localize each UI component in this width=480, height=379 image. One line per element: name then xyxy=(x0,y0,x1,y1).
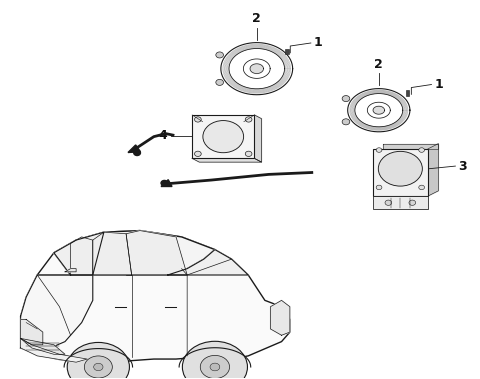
Polygon shape xyxy=(21,275,93,351)
Bar xyxy=(285,49,289,54)
Circle shape xyxy=(376,185,382,190)
Circle shape xyxy=(203,121,244,153)
Circle shape xyxy=(385,200,392,205)
Polygon shape xyxy=(65,269,76,272)
Circle shape xyxy=(409,200,416,205)
Circle shape xyxy=(419,185,424,190)
Circle shape xyxy=(194,151,201,157)
Polygon shape xyxy=(126,230,187,275)
Circle shape xyxy=(419,148,424,152)
Text: 2: 2 xyxy=(252,12,261,25)
Circle shape xyxy=(94,363,103,371)
Circle shape xyxy=(67,343,130,379)
Circle shape xyxy=(342,119,350,125)
Bar xyxy=(373,196,428,209)
Circle shape xyxy=(134,150,141,155)
Text: 3: 3 xyxy=(458,160,467,172)
Bar xyxy=(373,149,428,196)
Polygon shape xyxy=(373,106,384,114)
Circle shape xyxy=(245,117,252,122)
Circle shape xyxy=(161,180,168,186)
Polygon shape xyxy=(21,230,290,364)
Circle shape xyxy=(378,151,422,186)
Polygon shape xyxy=(54,232,104,275)
Polygon shape xyxy=(270,301,290,335)
Polygon shape xyxy=(21,338,65,354)
Text: 2: 2 xyxy=(374,58,383,71)
Polygon shape xyxy=(128,145,141,152)
Circle shape xyxy=(210,363,220,371)
Polygon shape xyxy=(21,319,43,345)
Circle shape xyxy=(342,96,350,102)
Circle shape xyxy=(84,356,112,378)
Circle shape xyxy=(216,52,224,58)
Circle shape xyxy=(376,148,382,152)
Polygon shape xyxy=(254,115,262,162)
Bar xyxy=(192,115,254,158)
Polygon shape xyxy=(54,230,215,275)
Circle shape xyxy=(194,117,201,122)
Polygon shape xyxy=(384,144,438,149)
Polygon shape xyxy=(168,250,248,275)
Polygon shape xyxy=(93,232,132,275)
Polygon shape xyxy=(71,237,93,275)
Circle shape xyxy=(216,79,224,85)
Text: 1: 1 xyxy=(434,78,443,91)
Polygon shape xyxy=(428,144,438,196)
Polygon shape xyxy=(192,158,262,162)
Polygon shape xyxy=(250,64,264,74)
Polygon shape xyxy=(21,338,87,362)
Bar xyxy=(406,90,409,96)
Circle shape xyxy=(182,341,248,379)
Circle shape xyxy=(200,356,229,379)
Circle shape xyxy=(245,151,252,157)
Polygon shape xyxy=(161,180,172,186)
Text: 4: 4 xyxy=(158,129,167,142)
Text: 1: 1 xyxy=(314,36,323,50)
